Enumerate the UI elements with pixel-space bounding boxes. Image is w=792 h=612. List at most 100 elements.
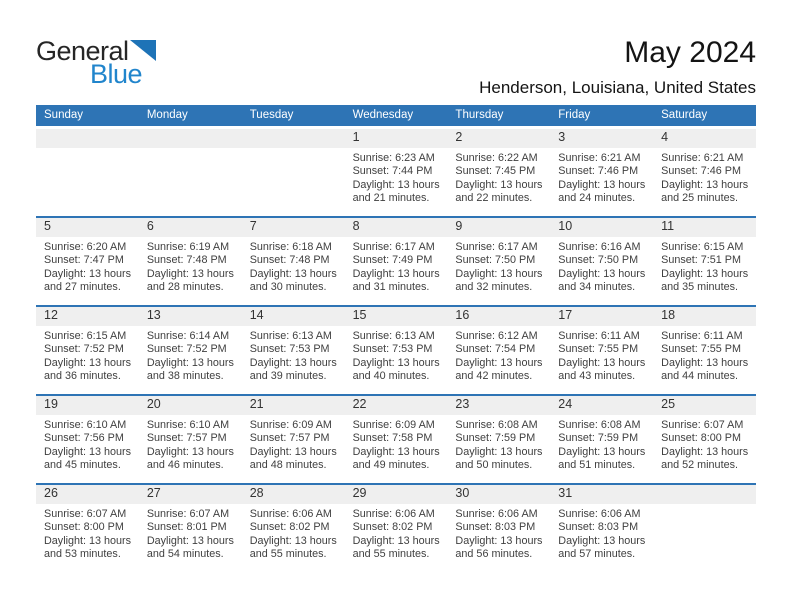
calendar-day-cell: 2 Sunrise: 6:22 AM Sunset: 7:45 PM Daylight… <box>447 129 551 216</box>
day-number <box>241 129 345 148</box>
daylight-text: Daylight: 13 hours and 54 minutes. <box>146 534 234 561</box>
day-details: Sunrise: 6:18 AM Sunset: 7:48 PM Daylight:… <box>242 237 345 295</box>
daylight-text: Daylight: 13 hours and 30 minutes. <box>249 267 337 294</box>
calendar-day-cell: 25 Sunrise: 6:07 AM Sunset: 8:00 PM Dayligh… <box>653 396 756 483</box>
weekday-header-saturday: Saturday <box>661 109 708 121</box>
day-details: Sunrise: 6:12 AM Sunset: 7:54 PM Daylight:… <box>447 326 550 384</box>
sunrise-text: Sunrise: 6:06 AM <box>558 508 641 520</box>
calendar-empty-cell <box>241 129 345 216</box>
day-number: 7 <box>241 218 345 237</box>
daylight-text: Daylight: 13 hours and 51 minutes. <box>558 445 646 472</box>
weekday-header-row: Sunday Monday Tuesday Wednesday Thursday Frid… <box>36 105 756 126</box>
day-number: 6 <box>138 218 242 237</box>
day-number: 22 <box>344 396 448 415</box>
calendar-day-cell: 31 Sunrise: 6:06 AM Sunset: 8:03 PM Dayligh… <box>550 485 654 572</box>
daylight-text: Daylight: 13 hours and 24 minutes. <box>558 178 646 205</box>
sunrise-text: Sunrise: 6:20 AM <box>44 241 127 253</box>
daylight-text: Daylight: 13 hours and 38 minutes. <box>146 356 234 383</box>
calendar-day-cell: 16 Sunrise: 6:12 AM Sunset: 7:54 PM Dayligh… <box>447 307 551 394</box>
calendar-day-cell: 30 Sunrise: 6:06 AM Sunset: 8:03 PM Dayligh… <box>447 485 551 572</box>
sunset-text: Sunset: 7:44 PM <box>352 165 433 178</box>
day-details: Sunrise: 6:14 AM Sunset: 7:52 PM Daylight:… <box>139 326 242 384</box>
sunset-text: Sunset: 7:59 PM <box>455 432 536 445</box>
weekday-header-sunday: Sunday <box>44 109 84 121</box>
day-details: Sunrise: 6:21 AM Sunset: 7:46 PM Daylight:… <box>653 148 756 206</box>
logo-triangle-icon <box>129 40 156 61</box>
sunrise-text: Sunrise: 6:06 AM <box>455 508 538 520</box>
page-subtitle: Henderson, Louisiana, United States <box>479 78 756 97</box>
calendar-day-cell: 18 Sunrise: 6:11 AM Sunset: 7:55 PM Dayligh… <box>653 307 756 394</box>
day-number: 3 <box>550 129 654 148</box>
daylight-text: Daylight: 13 hours and 21 minutes. <box>352 178 440 205</box>
weekday-header-wednesday: Wednesday <box>352 109 414 121</box>
calendar-day-cell: 6 Sunrise: 6:19 AM Sunset: 7:48 PM Daylight… <box>138 218 242 305</box>
sunrise-text: Sunrise: 6:11 AM <box>558 330 640 342</box>
sunset-text: Sunset: 8:00 PM <box>44 521 124 534</box>
day-details <box>653 504 756 508</box>
calendar-day-cell: 29 Sunrise: 6:06 AM Sunset: 8:02 PM Dayligh… <box>344 485 448 572</box>
day-number <box>36 129 139 148</box>
sunrise-text: Sunrise: 6:07 AM <box>661 419 744 431</box>
day-number: 26 <box>36 485 139 504</box>
daylight-text: Daylight: 13 hours and 50 minutes. <box>455 445 543 472</box>
day-details: Sunrise: 6:22 AM Sunset: 7:45 PM Daylight:… <box>447 148 550 206</box>
daylight-text: Daylight: 13 hours and 57 minutes. <box>558 534 646 561</box>
sunset-text: Sunset: 7:48 PM <box>146 254 227 267</box>
sunrise-text: Sunrise: 6:14 AM <box>146 330 230 342</box>
sunrise-text: Sunrise: 6:07 AM <box>146 508 230 520</box>
title-block: May 2024 Henderson, Louisiana, United St… <box>479 36 756 98</box>
day-details: Sunrise: 6:21 AM Sunset: 7:46 PM Daylight:… <box>550 148 653 206</box>
daylight-text: Daylight: 13 hours and 35 minutes. <box>661 267 749 294</box>
day-details: Sunrise: 6:11 AM Sunset: 7:55 PM Daylight:… <box>653 326 756 384</box>
day-details: Sunrise: 6:16 AM Sunset: 7:50 PM Daylight:… <box>550 237 653 295</box>
day-number: 11 <box>653 218 756 237</box>
calendar-week-row: 26 Sunrise: 6:07 AM Sunset: 8:00 PM Dayligh… <box>36 483 756 572</box>
sunset-text: Sunset: 7:46 PM <box>558 165 639 178</box>
sunrise-text: Sunrise: 6:15 AM <box>661 241 744 253</box>
calendar-day-cell: 3 Sunrise: 6:21 AM Sunset: 7:46 PM Daylight… <box>550 129 654 216</box>
sunrise-text: Sunrise: 6:10 AM <box>44 419 127 431</box>
sunrise-text: Sunrise: 6:16 AM <box>558 241 641 253</box>
sunrise-text: Sunrise: 6:21 AM <box>661 152 744 164</box>
sunrise-text: Sunrise: 6:21 AM <box>558 152 641 164</box>
day-details: Sunrise: 6:15 AM Sunset: 7:52 PM Daylight:… <box>36 326 139 384</box>
daylight-text: Daylight: 13 hours and 22 minutes. <box>455 178 543 205</box>
day-number: 21 <box>241 396 345 415</box>
calendar-day-cell: 15 Sunrise: 6:13 AM Sunset: 7:53 PM Dayligh… <box>344 307 448 394</box>
daylight-text: Daylight: 13 hours and 46 minutes. <box>146 445 234 472</box>
calendar-day-cell: 17 Sunrise: 6:11 AM Sunset: 7:55 PM Dayligh… <box>550 307 654 394</box>
calendar-day-cell: 7 Sunrise: 6:18 AM Sunset: 7:48 PM Daylight… <box>241 218 345 305</box>
sunset-text: Sunset: 7:47 PM <box>44 254 124 267</box>
calendar-day-cell: 1 Sunrise: 6:23 AM Sunset: 7:44 PM Daylight… <box>344 129 448 216</box>
daylight-text: Daylight: 13 hours and 28 minutes. <box>146 267 234 294</box>
daylight-text: Daylight: 13 hours and 40 minutes. <box>352 356 440 383</box>
sunrise-text: Sunrise: 6:17 AM <box>455 241 538 253</box>
day-number: 30 <box>447 485 551 504</box>
calendar-day-cell: 4 Sunrise: 6:21 AM Sunset: 7:46 PM Daylight… <box>653 129 756 216</box>
day-details: Sunrise: 6:06 AM Sunset: 8:02 PM Daylight:… <box>345 504 448 562</box>
sunset-text: Sunset: 8:02 PM <box>249 521 330 534</box>
sunset-text: Sunset: 7:55 PM <box>558 343 639 356</box>
weekday-header-tuesday: Tuesday <box>249 109 294 121</box>
calendar-grid: Sunday Monday Tuesday Wednesday Thursday Frid… <box>36 105 756 572</box>
calendar-empty-cell <box>138 129 242 216</box>
calendar-day-cell: 19 Sunrise: 6:10 AM Sunset: 7:56 PM Dayligh… <box>36 396 139 483</box>
calendar-day-cell: 14 Sunrise: 6:13 AM Sunset: 7:53 PM Dayligh… <box>241 307 345 394</box>
sunset-text: Sunset: 8:01 PM <box>146 521 227 534</box>
sunrise-text: Sunrise: 6:13 AM <box>352 330 435 342</box>
day-details: Sunrise: 6:06 AM Sunset: 8:03 PM Daylight:… <box>447 504 550 562</box>
day-number: 24 <box>550 396 654 415</box>
calendar-week-row: 19 Sunrise: 6:10 AM Sunset: 7:56 PM Dayligh… <box>36 394 756 483</box>
calendar-week-row: 12 Sunrise: 6:15 AM Sunset: 7:52 PM Dayligh… <box>36 305 756 394</box>
day-number: 27 <box>138 485 242 504</box>
calendar-day-cell: 24 Sunrise: 6:08 AM Sunset: 7:59 PM Dayligh… <box>550 396 654 483</box>
day-details: Sunrise: 6:13 AM Sunset: 7:53 PM Daylight:… <box>345 326 448 384</box>
daylight-text: Daylight: 13 hours and 55 minutes. <box>352 534 440 561</box>
weekday-header-friday: Friday <box>558 109 591 121</box>
day-details: Sunrise: 6:08 AM Sunset: 7:59 PM Daylight:… <box>447 415 550 473</box>
logo-text-blue: Blue <box>90 59 143 89</box>
sunrise-text: Sunrise: 6:06 AM <box>352 508 435 520</box>
daylight-text: Daylight: 13 hours and 34 minutes. <box>558 267 646 294</box>
day-details: Sunrise: 6:19 AM Sunset: 7:48 PM Daylight:… <box>139 237 242 295</box>
calendar-weeks: 1 Sunrise: 6:23 AM Sunset: 7:44 PM Daylight… <box>36 129 756 572</box>
